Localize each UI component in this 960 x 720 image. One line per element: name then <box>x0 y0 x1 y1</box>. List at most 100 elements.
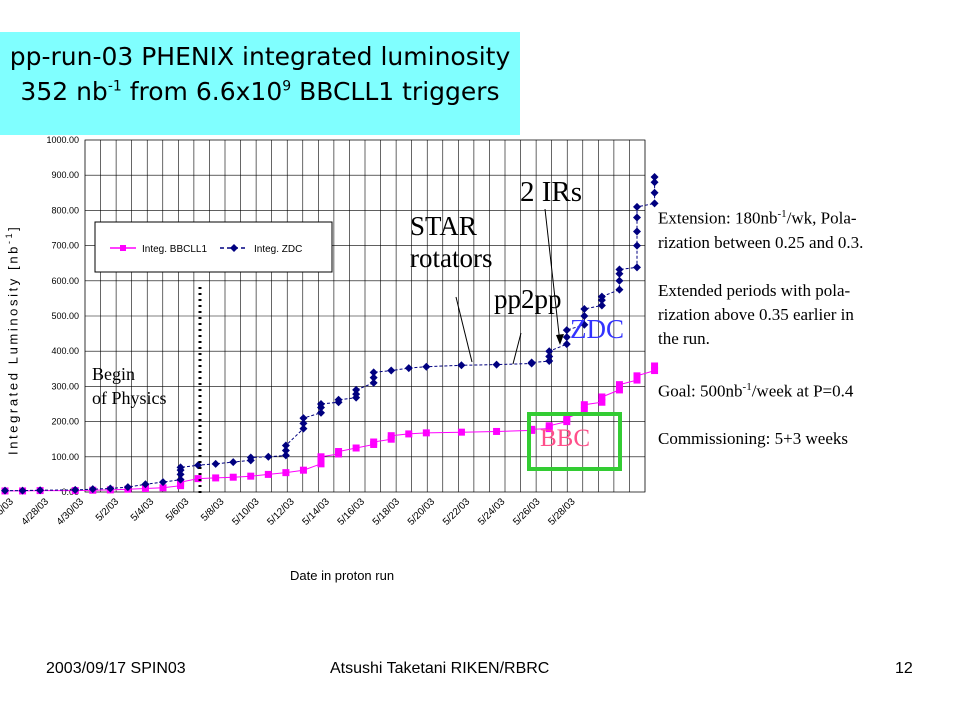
data-point-zdc <box>299 419 308 428</box>
data-point-zdc <box>352 390 361 399</box>
data-point-bbc <box>598 398 606 406</box>
x-tick-label: 5/16/03 <box>336 496 368 528</box>
data-point-zdc <box>317 400 325 408</box>
data-point-bbc <box>563 418 571 426</box>
chart-title: pp-run-03 PHENIX integrated luminosity <box>9 42 511 71</box>
data-point-zdc <box>246 453 255 462</box>
data-point-zdc <box>580 304 589 313</box>
data-point-zdc <box>597 292 606 301</box>
y-tick-label: 0.00 <box>61 487 79 497</box>
legend-zdc-label: Integ. ZDC <box>254 244 302 255</box>
data-point-zdc <box>633 213 641 222</box>
data-point-zdc <box>176 475 185 484</box>
data-point-zdc <box>18 486 27 495</box>
data-point-zdc <box>615 265 624 274</box>
data-point-zdc <box>176 470 185 479</box>
data-point-bbc <box>194 475 202 483</box>
y-tick-label: 200.00 <box>51 417 79 427</box>
data-point-zdc <box>545 347 554 356</box>
data-point-bbc <box>651 362 659 370</box>
data-point-bbc <box>633 372 641 380</box>
data-point-bbc <box>212 474 220 482</box>
notes-block: Extension: 180nb-1/wk, Pola- rization be… <box>658 202 863 451</box>
data-point-zdc <box>633 241 641 250</box>
data-point-bbc <box>580 401 588 409</box>
x-tick-label: 5/26/03 <box>511 496 543 528</box>
data-point-zdc <box>211 459 220 468</box>
note-goal-a: Goal: 500nb <box>658 381 743 401</box>
x-tick-label: 5/2/03 <box>94 496 122 524</box>
y-tick-label: 600.00 <box>51 276 79 286</box>
data-series <box>1 172 659 495</box>
footer-date: 2003/09/17 SPIN03 <box>46 660 186 677</box>
data-point-zdc <box>527 358 536 367</box>
data-point-bbc <box>422 429 430 437</box>
data-point-bbc <box>563 414 571 422</box>
data-point-bbc <box>264 470 272 478</box>
chart-title-box: pp-run-03 PHENIX integrated luminosity 3… <box>0 32 520 135</box>
footer-page-number: 12 <box>895 660 913 677</box>
x-tick-label: 5/8/03 <box>199 496 227 524</box>
data-point-zdc <box>650 178 659 187</box>
star-arrow <box>455 296 473 363</box>
y-axis-title: Integrated Luminosity [nb-1] <box>4 155 20 455</box>
y-tick-label: 100.00 <box>51 452 79 462</box>
data-point-bbc <box>545 422 553 430</box>
y-tick-label: 500.00 <box>51 311 79 321</box>
x-tick-label: 5/4/03 <box>129 496 157 524</box>
x-tick-label: 4/30/03 <box>55 496 87 528</box>
data-point-bbc <box>335 448 343 456</box>
data-point-zdc <box>369 368 378 377</box>
two-irs-arrow <box>544 208 561 344</box>
x-tick-label: 5/22/03 <box>441 496 473 528</box>
data-point-zdc <box>492 360 501 369</box>
data-point-zdc <box>264 452 273 461</box>
data-point-bbc <box>299 466 307 474</box>
data-point-zdc <box>633 263 641 272</box>
data-point-zdc <box>159 478 167 487</box>
note-ext-sup: -1 <box>777 208 787 220</box>
two-irs-arrowhead <box>556 334 564 345</box>
data-point-bbc <box>247 472 255 480</box>
x-tick-label: 5/18/03 <box>371 496 403 528</box>
pp2pp-label: pp2pp <box>494 284 562 314</box>
footer-author: Atsushi Taketani RIKEN/RBRC <box>330 660 550 677</box>
pp2pp-arrow <box>512 332 522 365</box>
data-point-bbc <box>493 427 501 435</box>
subtitle-sup-a: -1 <box>107 78 122 95</box>
chart-subtitle: 352 nb-1 from 6.6x109 BBCLL1 triggers <box>0 77 520 106</box>
begin-physics-label: Begin of Physics <box>92 362 167 410</box>
y-tick-label: 1000.00 <box>46 135 79 145</box>
y-tick-label: 400.00 <box>51 346 79 356</box>
x-tick-label: 5/14/03 <box>301 496 333 528</box>
data-point-zdc <box>106 484 115 493</box>
data-point-bbc <box>457 428 465 436</box>
x-tick-label: 5/6/03 <box>164 496 192 524</box>
y-tick-label: 900.00 <box>51 170 79 180</box>
begin-physics-line2: of Physics <box>92 388 167 408</box>
data-point-zdc <box>141 480 150 489</box>
data-point-zdc <box>580 312 589 320</box>
data-point-bbc <box>615 381 623 389</box>
annotations <box>198 208 622 496</box>
data-point-zdc <box>369 378 378 387</box>
data-point-zdc <box>422 362 431 371</box>
bbc-label: BBC <box>540 425 591 452</box>
note-extension-1: Extension: 180nb-1/wk, Pola- <box>658 202 863 231</box>
data-point-zdc <box>123 483 132 492</box>
note-ext-a: Extension: 180nb <box>658 208 778 228</box>
data-point-zdc <box>36 486 45 495</box>
data-point-zdc <box>88 485 97 494</box>
data-point-bbc <box>159 484 167 492</box>
data-point-zdc <box>580 320 589 329</box>
data-point-zdc <box>562 333 571 342</box>
data-point-bbc <box>370 438 378 446</box>
data-point-zdc <box>650 188 659 197</box>
data-point-zdc <box>650 172 659 181</box>
data-point-bbc <box>317 453 325 461</box>
data-point-bbc <box>317 460 325 468</box>
data-point-zdc <box>317 408 325 417</box>
data-point-bbc <box>633 376 641 384</box>
begin-physics-line1: Begin <box>92 364 135 384</box>
legend-bbc-label: Integ. BBCLL1 <box>142 244 207 255</box>
